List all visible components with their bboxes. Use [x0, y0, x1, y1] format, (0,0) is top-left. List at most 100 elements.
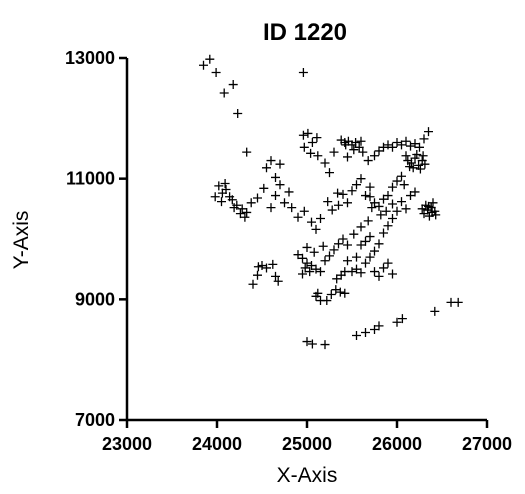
data-point [415, 142, 424, 152]
data-point [221, 185, 231, 195]
data-point [361, 328, 370, 338]
data-point [388, 199, 397, 209]
data-point [388, 182, 397, 192]
data-point [412, 150, 422, 160]
data-point [275, 159, 285, 169]
data-point [392, 206, 402, 216]
data-point [356, 222, 366, 232]
data-point [302, 242, 312, 252]
data-point [374, 271, 384, 281]
data-point [320, 158, 330, 168]
data-point [303, 128, 313, 138]
data-point [320, 256, 330, 266]
data-point [333, 188, 343, 198]
x-tick-label: 26000 [372, 434, 422, 454]
data-point [365, 192, 375, 202]
chart-title: ID 1220 [263, 19, 347, 46]
data-point [332, 274, 342, 284]
data-point [417, 204, 427, 214]
data-point [259, 183, 269, 193]
data-point [379, 263, 388, 273]
data-point [361, 191, 370, 201]
data-point [383, 140, 393, 150]
data-point [262, 163, 271, 173]
data-point [271, 191, 280, 201]
data-point [246, 198, 256, 208]
data-point [340, 267, 350, 277]
data-point [268, 259, 278, 269]
data-point [383, 221, 393, 231]
data-point [338, 234, 348, 244]
data-point [383, 258, 393, 268]
data-point [335, 287, 345, 297]
data-point [248, 279, 258, 289]
data-point [266, 156, 276, 166]
data-point [430, 306, 440, 316]
plot-area [199, 54, 463, 350]
data-point [242, 147, 252, 157]
y-tick-label: 11000 [66, 169, 115, 189]
data-point [370, 151, 379, 161]
data-point [334, 200, 343, 210]
data-point [220, 178, 230, 188]
y-tick-label: 7000 [75, 410, 115, 430]
data-point [405, 162, 415, 172]
data-point [329, 245, 339, 255]
data-point [233, 109, 243, 119]
data-point [363, 156, 373, 166]
data-point [365, 252, 375, 262]
data-point [302, 258, 312, 268]
data-point [284, 187, 294, 197]
data-point [370, 267, 379, 277]
data-point [356, 268, 366, 278]
y-axis-label: Y-Axis [10, 211, 33, 270]
data-point [217, 197, 226, 207]
data-point [211, 67, 221, 77]
data-point [229, 203, 239, 213]
data-point [356, 174, 366, 184]
data-point [351, 137, 361, 147]
data-point [322, 296, 332, 306]
y-axis-ticks: 7000 9000 11000 13000 [65, 48, 127, 430]
data-point [363, 216, 373, 226]
data-point [271, 172, 280, 182]
data-point [401, 204, 411, 214]
data-point [242, 207, 252, 217]
data-point [343, 240, 352, 250]
data-point [205, 54, 215, 64]
data-point [320, 340, 330, 350]
data-point [309, 247, 319, 257]
data-point [307, 217, 316, 227]
data-point [354, 142, 364, 152]
data-point [415, 164, 425, 174]
data-point [334, 239, 343, 249]
data-point [298, 67, 308, 77]
data-point [266, 203, 276, 213]
data-point [298, 253, 307, 263]
data-point [374, 321, 384, 331]
data-point [361, 236, 370, 246]
data-point [325, 251, 334, 261]
data-point [397, 171, 406, 181]
data-point [302, 337, 312, 347]
data-point [365, 182, 375, 192]
data-point [418, 151, 428, 161]
data-point [410, 187, 420, 197]
data-point [427, 207, 437, 217]
data-point [273, 276, 283, 286]
data-point [343, 198, 352, 208]
data-point [318, 241, 328, 251]
data-point [420, 159, 430, 169]
data-point [365, 232, 375, 242]
data-point [370, 246, 379, 256]
data-point [307, 137, 317, 147]
data-point [316, 267, 325, 277]
data-point [424, 127, 433, 137]
data-point [313, 151, 323, 161]
x-axis-ticks: 23000 24000 25000 26000 27000 [102, 420, 512, 454]
data-point [299, 206, 309, 216]
data-point [381, 206, 391, 216]
data-point [327, 205, 337, 215]
data-point [406, 141, 415, 151]
